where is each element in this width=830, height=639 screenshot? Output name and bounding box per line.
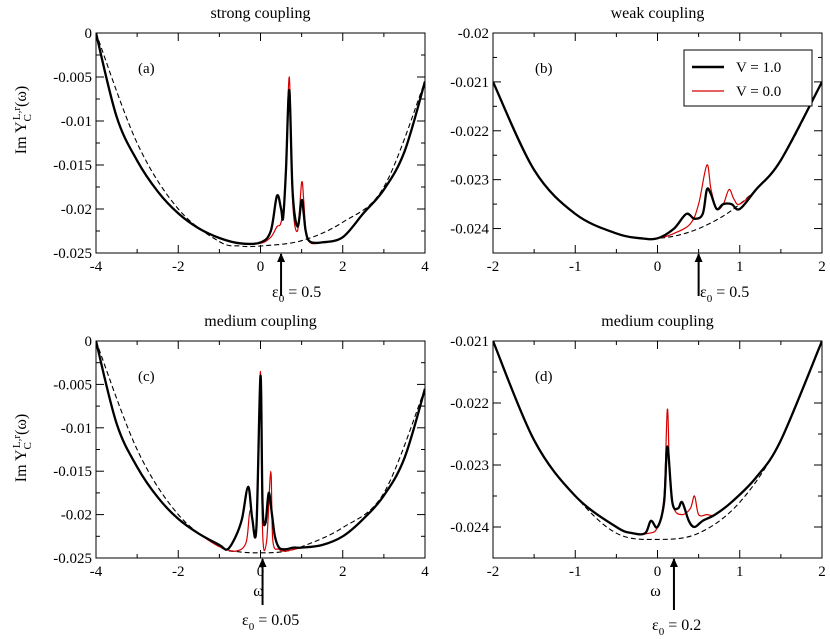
panel-d: medium coupling (d) -2 -1 0 1 2 -0.021 -0.022 -0.… (450, 313, 826, 638)
ylabel-main: Im Y (13, 121, 30, 154)
y-tick-label: -0.022 (450, 396, 489, 412)
x-tick-label: 1 (736, 564, 744, 580)
ylabel-tail: (ω) (13, 414, 30, 435)
y-tick-label: -0.021 (450, 75, 489, 91)
panel-letter: (d) (535, 369, 553, 385)
epsilon-annotation: ε0 = 0.5 (272, 284, 321, 305)
ylabel-bottom: Im YCL,r(ω) (11, 414, 34, 482)
y-tick-label: -0.01 (61, 114, 92, 130)
epsilon-annotation: ε0 = 0.05 (242, 612, 299, 633)
x-tick-label: 2 (818, 259, 826, 275)
y-tick-label: -0.01 (61, 421, 92, 437)
x-axis-label: ω (650, 583, 661, 600)
x-tick-label: 2 (339, 564, 347, 580)
svg-text:Im YCL,r(ω): Im YCL,r(ω) (11, 86, 34, 154)
ylabel-sub: C (22, 114, 34, 121)
x-tick-label: -2 (487, 259, 500, 275)
x-tick-label: -2 (172, 564, 185, 580)
x-tick-label: -4 (90, 259, 103, 275)
legend: V = 1.0 V = 0.0 (683, 49, 813, 107)
y-tick-label: -0.025 (53, 246, 92, 262)
y-tick-label: 0 (85, 26, 93, 42)
y-tick-label: -0.015 (53, 158, 92, 174)
panel-title: medium coupling (601, 313, 713, 330)
series-v1 (493, 81, 822, 241)
y-tick-label: -0.02 (61, 202, 92, 218)
x-tick-label: 0 (257, 564, 265, 580)
panel-letter: (c) (138, 369, 155, 385)
epsilon-annotation: ε0 = 0.2 (652, 617, 701, 638)
y-tick-label: -0.02 (458, 26, 489, 42)
ylabel-sup: L,r (11, 107, 23, 120)
x-tick-label: 0 (257, 259, 265, 275)
panel-a: strong coupling (a) -4 -2 0 2 4 0 -0.005 -0.01 -0.… (53, 5, 429, 305)
y-tick-label: -0.021 (450, 334, 489, 350)
panel-b: weak coupling (b) -2 -1 0 1 2 -0.02 -0.021 -0.022… (450, 5, 826, 305)
svg-text:Im YCL,r(ω): Im YCL,r(ω) (11, 414, 34, 482)
x-tick-label: 0 (654, 259, 662, 275)
panel-letter: (a) (138, 61, 155, 77)
y-tick-label: -0.023 (450, 173, 489, 189)
y-tick-label: -0.025 (53, 551, 92, 567)
y-tick-label: -0.023 (450, 458, 489, 474)
series-reference (96, 33, 425, 248)
x-tick-label: 4 (421, 259, 429, 275)
legend-entry-v0: V = 0.0 (736, 84, 781, 100)
panel-title: medium coupling (204, 313, 316, 330)
x-tick-label: -2 (172, 259, 185, 275)
x-tick-label: 2 (339, 259, 347, 275)
x-tick-label: -1 (569, 564, 582, 580)
ylabel-top: Im YCL,r(ω) (11, 86, 34, 154)
y-tick-label: -0.005 (53, 70, 92, 86)
epsilon-annotation: ε0 = 0.5 (700, 284, 749, 305)
series-v1 (96, 33, 425, 246)
ylabel-sub: C (22, 442, 34, 449)
legend-box (683, 49, 813, 107)
y-tick-label: -0.015 (53, 464, 92, 480)
x-tick-label: -4 (90, 564, 103, 580)
panel-title: weak coupling (611, 5, 705, 22)
panel-title: strong coupling (211, 5, 311, 22)
x-tick-label: 0 (654, 564, 662, 580)
ylabel-tail: (ω) (13, 86, 30, 107)
x-tick-label: -2 (487, 564, 500, 580)
y-tick-label: -0.02 (61, 508, 92, 524)
y-tick-label: -0.024 (450, 222, 489, 238)
x-tick-label: -1 (569, 259, 582, 275)
panel-c: medium coupling (c) -4 -2 0 2 4 0 -0.005 -0.01 -0.… (53, 313, 429, 633)
y-tick-label: -0.005 (53, 377, 92, 393)
x-axis-label: ω (253, 583, 264, 600)
legend-entry-v1: V = 1.0 (736, 60, 781, 76)
series-v1 (96, 341, 425, 551)
y-tick-label: 0 (85, 334, 93, 350)
x-tick-label: 1 (736, 259, 744, 275)
series-v1 (493, 341, 822, 536)
ylabel-sup: L,r (11, 435, 23, 448)
panel-letter: (b) (535, 61, 553, 77)
y-tick-label: -0.024 (450, 520, 489, 536)
x-tick-label: 4 (421, 564, 429, 580)
x-tick-label: 2 (818, 564, 826, 580)
ylabel-main: Im Y (13, 449, 30, 482)
series-reference (96, 341, 425, 554)
y-tick-label: -0.022 (450, 124, 489, 140)
